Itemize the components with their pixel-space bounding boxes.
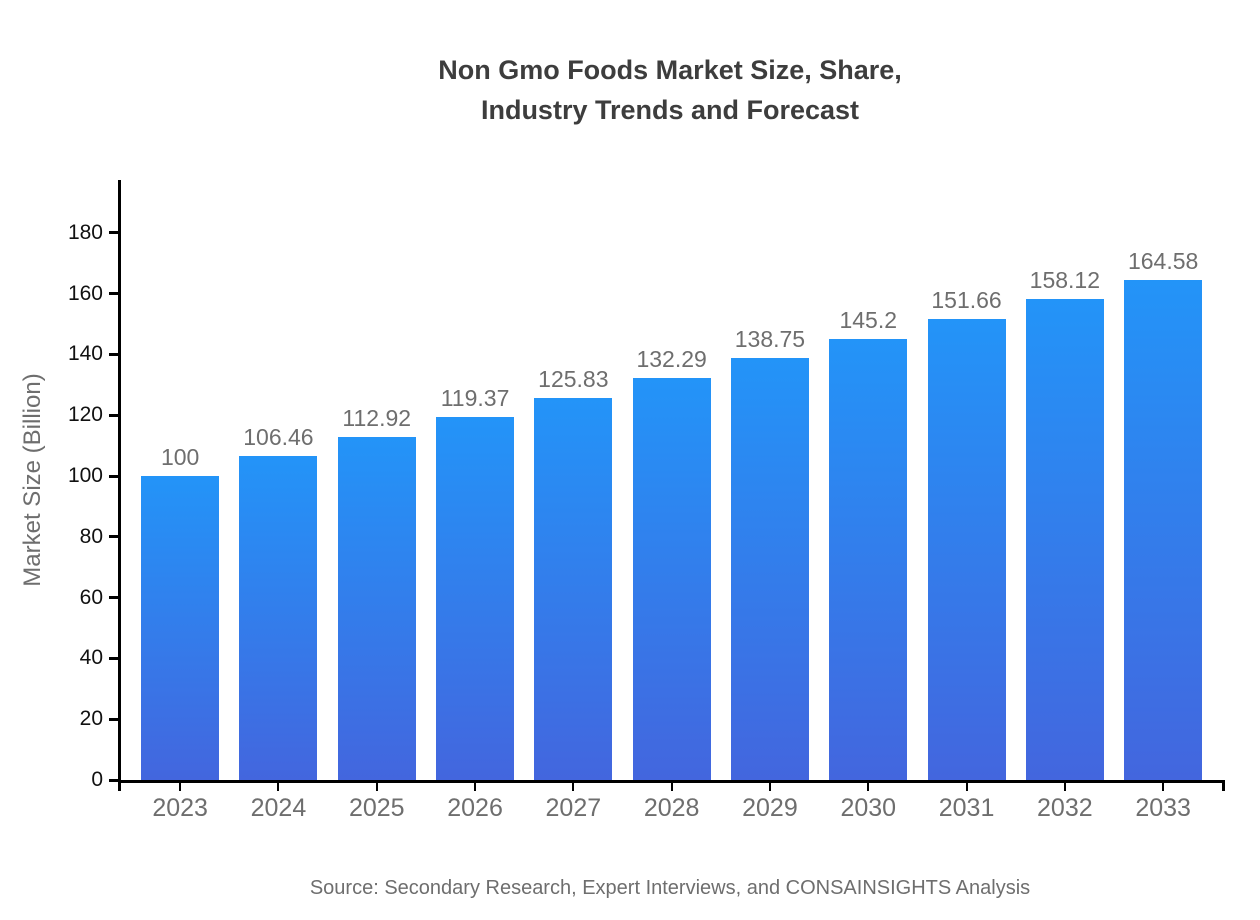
source-caption: Source: Secondary Research, Expert Inter… bbox=[309, 877, 1031, 899]
x-tick-label: 2027 bbox=[545, 794, 602, 822]
y-tick bbox=[109, 413, 118, 417]
x-tick-label: 2029 bbox=[742, 794, 798, 822]
bar bbox=[927, 319, 1006, 780]
y-tick-label: 180 bbox=[67, 220, 103, 244]
bar-value-label: 112.92 bbox=[342, 404, 412, 431]
x-tick-label: 2033 bbox=[1135, 794, 1191, 822]
bar-value-label: 145.2 bbox=[839, 306, 898, 333]
bar-value-label: 164.58 bbox=[1127, 247, 1199, 274]
x-tick-label: 2030 bbox=[840, 794, 897, 822]
bar bbox=[632, 377, 711, 780]
bar-value-label: 100 bbox=[160, 444, 200, 471]
y-tick bbox=[109, 292, 118, 296]
y-tick-label: 0 bbox=[91, 768, 103, 791]
bar bbox=[534, 397, 613, 780]
chart-title-line2: Industry Trends and Forecast bbox=[480, 95, 860, 125]
plot-area: 0 20 40 60 80 100 120 140 160 180 100 2023 106.46 202… bbox=[68, 180, 1225, 822]
y-tick bbox=[109, 535, 118, 539]
bar-value-label: 138.75 bbox=[734, 326, 806, 353]
bar-value-label: 158.12 bbox=[1029, 267, 1101, 294]
bar bbox=[1025, 299, 1104, 780]
x-tick bbox=[1162, 780, 1165, 791]
bar bbox=[829, 338, 908, 780]
x-tick bbox=[277, 780, 280, 791]
x-tick bbox=[1063, 780, 1066, 791]
chart-title: Non Gmo Foods Market Size, Share, Indust… bbox=[118, 50, 1222, 130]
y-tick-label: 40 bbox=[79, 646, 103, 670]
x-tick-label: 2023 bbox=[152, 794, 208, 822]
y-tick bbox=[109, 474, 118, 478]
chart-title-line1: Non Gmo Foods Market Size, Share, bbox=[438, 55, 902, 85]
x-axis-end-tick bbox=[118, 780, 121, 791]
y-tick-label: 100 bbox=[67, 464, 103, 488]
x-tick-label: 2026 bbox=[447, 794, 503, 822]
x-tick bbox=[670, 780, 673, 791]
x-tick-label: 2025 bbox=[348, 794, 405, 822]
x-axis-end-tick bbox=[1222, 780, 1225, 791]
x-tick-label: 2031 bbox=[938, 794, 995, 822]
bar bbox=[337, 436, 416, 780]
x-tick bbox=[474, 780, 477, 791]
y-tick bbox=[109, 596, 118, 600]
y-tick bbox=[109, 717, 118, 721]
bar-value-label: 132.29 bbox=[636, 345, 707, 372]
x-tick bbox=[768, 780, 771, 791]
x-tick-label: 2028 bbox=[643, 794, 700, 822]
x-tick bbox=[965, 780, 968, 791]
x-tick bbox=[375, 780, 378, 791]
bar bbox=[730, 358, 809, 780]
x-tick-label: 2024 bbox=[250, 794, 307, 822]
bar-value-label: 106.46 bbox=[243, 424, 314, 451]
y-tick-label: 20 bbox=[79, 707, 103, 731]
x-tick bbox=[179, 780, 182, 791]
y-tick bbox=[109, 352, 118, 356]
y-tick-label: 120 bbox=[67, 403, 103, 427]
x-tick bbox=[572, 780, 575, 791]
bar bbox=[141, 476, 220, 780]
y-tick-label: 60 bbox=[79, 585, 103, 609]
x-tick bbox=[867, 780, 870, 791]
y-tick bbox=[109, 231, 118, 235]
bar bbox=[239, 456, 318, 780]
bar bbox=[436, 417, 515, 780]
y-tick-label: 80 bbox=[79, 524, 103, 548]
y-tick bbox=[109, 656, 118, 660]
bar-value-label: 119.37 bbox=[440, 385, 510, 412]
bar-value-label: 151.66 bbox=[931, 287, 1002, 314]
x-tick-label: 2032 bbox=[1037, 794, 1093, 822]
y-tick bbox=[109, 778, 118, 782]
bar bbox=[1124, 279, 1203, 780]
y-tick-label: 160 bbox=[67, 281, 103, 305]
y-tick-label: 140 bbox=[67, 342, 103, 366]
bar-value-label: 125.83 bbox=[538, 365, 609, 392]
